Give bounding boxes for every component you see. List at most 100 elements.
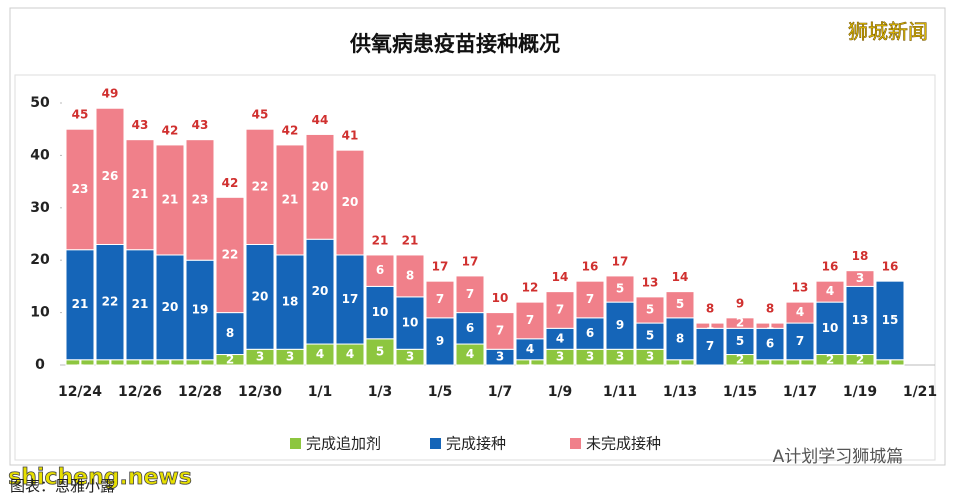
bar-segment: [155, 254, 185, 361]
y-tick-label: 20: [30, 252, 50, 268]
data-label: 7: [466, 287, 474, 301]
y-tick-label: 30: [30, 200, 50, 216]
data-label: 21: [132, 297, 149, 311]
data-label: 3: [286, 350, 294, 364]
data-label: 5: [646, 302, 654, 316]
total-label: 43: [132, 118, 149, 132]
bar-segment: [665, 291, 695, 319]
bar-segment: [605, 275, 635, 303]
total-label: 16: [582, 260, 599, 274]
data-label: 5: [676, 297, 684, 311]
data-label: 1: [766, 318, 774, 332]
data-label: 5: [376, 344, 384, 358]
total-label: 17: [432, 260, 449, 274]
bar-segment: [95, 243, 125, 361]
x-tick-label: 1/19: [843, 384, 877, 400]
total-label: 42: [222, 176, 239, 190]
data-label: 9: [436, 334, 444, 348]
data-label: 7: [796, 334, 804, 348]
x-tick-label: 12/28: [178, 384, 222, 400]
total-label: 45: [252, 108, 269, 122]
x-tick-label: 12/24: [58, 384, 102, 400]
chart-title: 供氧病患疫苗接种概况: [349, 32, 560, 56]
data-label: 5: [646, 329, 654, 343]
bar-segment: [635, 322, 665, 350]
data-label: 9: [616, 318, 624, 332]
data-label: 22: [222, 247, 239, 261]
total-label: 16: [882, 260, 899, 274]
data-label: 19: [192, 302, 209, 316]
bar-segment: [455, 312, 485, 345]
watermark: A计划学习狮城篇: [773, 447, 904, 467]
data-label: 4: [466, 347, 474, 361]
bar-segment: [425, 317, 455, 366]
data-label: 4: [826, 284, 834, 298]
data-label: 8: [226, 326, 234, 340]
data-label: 3: [406, 350, 414, 364]
bar-segment: [755, 322, 785, 329]
data-label: 1: [106, 355, 114, 369]
total-label: 9: [736, 296, 744, 310]
bar-segment: [185, 139, 215, 261]
data-label: 13: [852, 313, 869, 327]
bar-segment: [635, 296, 665, 324]
bar-segment: [785, 322, 815, 361]
total-label: 16: [822, 260, 839, 274]
bar-segment: [695, 327, 725, 366]
data-label: 1: [886, 355, 894, 369]
y-tick-label: 40: [30, 147, 50, 163]
legend-label: 完成追加剂: [306, 435, 381, 453]
data-label: 10: [822, 321, 839, 335]
legend-swatch: [430, 438, 441, 449]
data-label: 8: [676, 331, 684, 345]
total-label: 14: [672, 270, 689, 284]
total-label: 8: [766, 302, 774, 316]
data-label: 21: [132, 187, 149, 201]
bar-segment: [575, 280, 605, 319]
bar-segment: [605, 301, 635, 350]
data-label: 2: [736, 352, 744, 366]
x-tick-label: 1/11: [603, 384, 637, 400]
data-label: 2: [826, 352, 834, 366]
legend-swatch: [290, 438, 301, 449]
bar-segment: [425, 280, 455, 319]
total-label: 17: [612, 254, 629, 268]
legend-swatch: [570, 438, 581, 449]
data-label: 21: [162, 192, 179, 206]
watermark: 狮城新闻: [848, 20, 928, 44]
data-label: 17: [342, 292, 359, 306]
bar-segment: [305, 133, 335, 240]
y-tick-label: 50: [30, 95, 50, 111]
data-label: 20: [252, 289, 269, 303]
legend-label: 未完成接种: [586, 435, 661, 453]
plot-frame: [14, 74, 936, 461]
data-label: 6: [766, 337, 774, 351]
data-label: 2: [856, 352, 864, 366]
data-label: 7: [436, 292, 444, 306]
data-label: 26: [102, 169, 119, 183]
data-label: 3: [256, 350, 264, 364]
data-label: 4: [556, 331, 564, 345]
data-label: 1: [196, 355, 204, 369]
bar-segment: [155, 144, 185, 256]
y-tick-label: 0: [35, 357, 45, 373]
total-label: 10: [492, 291, 509, 305]
bar-segment: [725, 327, 755, 356]
data-label: 1: [76, 355, 84, 369]
x-tick-label: 1/5: [428, 384, 453, 400]
caption: 图表：恩雅小露: [10, 477, 115, 495]
data-label: 20: [312, 284, 329, 298]
data-label: 2: [226, 352, 234, 366]
bar-segment: [785, 301, 815, 324]
data-label: 1: [766, 355, 774, 369]
data-label: 20: [342, 195, 359, 209]
data-label: 6: [376, 263, 384, 277]
data-label: 22: [252, 179, 269, 193]
data-label: 15: [882, 313, 899, 327]
bar-segment: [695, 322, 725, 329]
bar-segment: [545, 291, 575, 329]
total-label: 21: [402, 233, 419, 247]
data-label: 18: [282, 295, 299, 309]
